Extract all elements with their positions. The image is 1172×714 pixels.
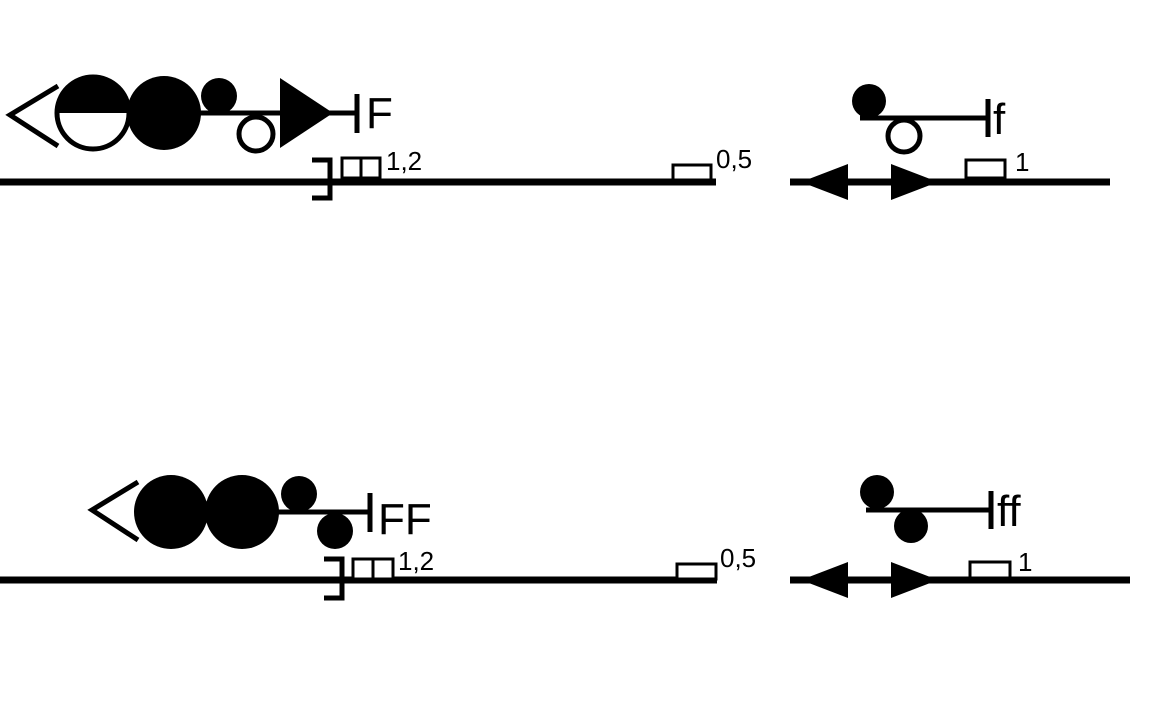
half-filled-lamp-fill	[57, 77, 129, 113]
arrow-right-icon	[891, 562, 938, 598]
small-filled-lamp-icon	[281, 476, 317, 512]
signal-code-label: f	[993, 95, 1006, 144]
speed-label-near: 1,2	[386, 146, 422, 176]
box-marker	[964, 158, 1007, 180]
small-filled-lamp-icon	[201, 78, 237, 114]
small-filled-lamp-icon	[894, 509, 928, 543]
filled-lamp-icon	[127, 76, 201, 150]
speed-label: 1	[1018, 547, 1032, 577]
bracket-icon	[312, 157, 333, 201]
filled-lamp-icon	[205, 475, 279, 549]
box-marker	[968, 560, 1012, 580]
signal-F-group: F 1,2 0,5	[0, 74, 752, 201]
speed-label-far: 0,5	[716, 144, 752, 174]
chevron-left-icon	[87, 479, 140, 543]
speed-label-far: 0,5	[720, 543, 756, 573]
speed-label: 1	[1015, 147, 1029, 177]
small-filled-lamp-icon	[852, 84, 886, 118]
small-filled-lamp-icon	[317, 513, 353, 549]
filled-lamp-icon	[134, 475, 208, 549]
speed-label-near: 1,2	[398, 546, 434, 576]
signal-code-label: FF	[378, 495, 432, 544]
signal-code-label: ff	[997, 487, 1021, 536]
box-marker	[675, 562, 718, 581]
signal-FF-group: FF 1,2 0,5	[0, 475, 756, 601]
signal-code-label: F	[366, 89, 393, 138]
chevron-left-icon	[5, 83, 60, 149]
signal-f-group: f 1	[790, 84, 1110, 200]
triangle-right-icon	[280, 78, 333, 148]
arrow-left-icon	[801, 562, 848, 598]
box-marker	[671, 163, 713, 182]
arrow-left-icon	[801, 164, 848, 200]
arrow-right-icon	[891, 164, 938, 200]
small-filled-lamp-icon	[860, 475, 894, 509]
small-open-lamp-icon	[236, 114, 276, 154]
small-open-lamp-icon	[885, 117, 923, 155]
bracket-icon	[324, 556, 345, 601]
signal-ff-group: ff 1	[790, 475, 1130, 598]
